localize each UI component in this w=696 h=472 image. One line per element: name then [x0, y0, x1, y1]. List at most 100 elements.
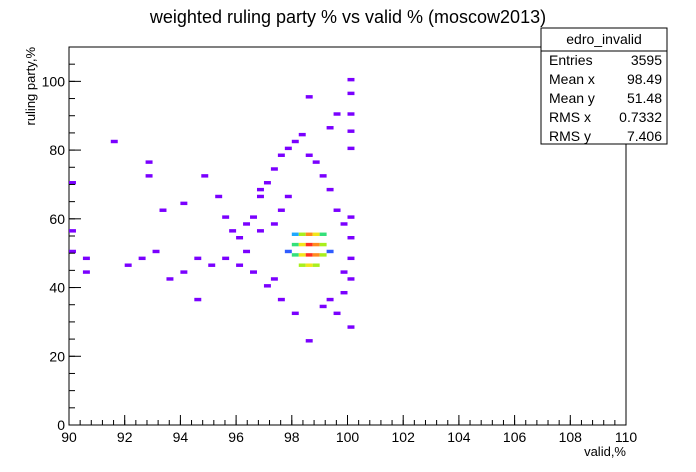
stats-row-value: 98.49 — [627, 71, 662, 87]
y-tick-label: 100 — [42, 73, 66, 89]
heatmap-cell — [347, 215, 355, 219]
heatmap-cell — [180, 270, 188, 274]
stats-box-frame — [540, 27, 668, 145]
stats-row-label: Mean y — [549, 90, 595, 106]
heatmap-cell — [291, 232, 299, 236]
x-tick-label: 98 — [284, 429, 300, 445]
heatmap-cell — [277, 153, 285, 157]
heatmap-cell — [236, 236, 244, 240]
heatmap-cell — [208, 263, 216, 267]
heatmap-cell — [347, 236, 355, 240]
heatmap-cell — [326, 297, 334, 302]
heatmap-cell — [263, 284, 271, 288]
plot-area: 90 92 94 96 98 100 102 104 106 108 110 0 20 40 60 80 100 — [42, 46, 637, 445]
heatmap-cell — [270, 222, 278, 226]
heatmap-cell — [256, 187, 264, 192]
heatmap-cell — [291, 253, 299, 257]
heatmap-cell — [222, 215, 230, 219]
heatmap-cell — [333, 208, 341, 212]
heatmap-cell — [145, 160, 153, 164]
heatmap-cell — [270, 277, 278, 281]
heatmap-cell — [291, 242, 299, 247]
heatmap-cell — [298, 242, 306, 247]
stats-row-value: 7.406 — [627, 128, 662, 144]
heatmap-cell — [312, 160, 320, 164]
heatmap-cell — [340, 270, 348, 274]
heatmap-cell — [110, 139, 118, 144]
heatmap-cell — [305, 339, 313, 343]
heatmap-cell — [312, 232, 320, 236]
heatmap-cell — [319, 232, 327, 236]
heatmap-cell — [298, 232, 306, 236]
y-tick-label: 80 — [49, 142, 65, 158]
y-tick-label: 20 — [49, 348, 65, 364]
heatmap-cell — [250, 215, 257, 219]
x-tick-label: 92 — [117, 429, 133, 445]
heatmap-cell — [243, 222, 251, 226]
stats-row-value: 0.7332 — [619, 109, 662, 125]
heatmap-cell — [333, 311, 341, 316]
heatmap-cell — [312, 253, 320, 257]
heatmap-cell — [138, 256, 146, 261]
heatmap-cell — [326, 187, 334, 192]
y-tick-label: 60 — [49, 211, 65, 227]
heatmap-cell — [82, 270, 90, 274]
stats-row-value: 51.48 — [627, 90, 662, 106]
heatmap-cell — [298, 263, 306, 267]
x-tick-label: 106 — [503, 429, 527, 445]
axis-ticks: 90 92 94 96 98 100 102 104 106 108 110 0 20 40 60 80 100 — [42, 46, 637, 445]
heatmap-cell — [284, 194, 292, 199]
heatmap-cell — [82, 256, 90, 261]
heatmap-cell — [319, 242, 327, 247]
chart-title: weighted ruling party % vs valid % (mosc… — [149, 7, 546, 27]
heatmap-cell — [312, 242, 320, 247]
stats-row-label: Mean x — [549, 71, 595, 87]
heatmap-cell — [69, 181, 76, 185]
y-tick-label: 40 — [49, 280, 65, 296]
x-tick-label: 104 — [447, 429, 471, 445]
heatmap-cell — [166, 277, 174, 281]
heatmap-cell — [347, 129, 355, 133]
heatmap-cell — [347, 77, 355, 82]
x-tick-label: 102 — [392, 429, 416, 445]
heatmap-cell — [326, 249, 334, 254]
heatmap-cell — [180, 201, 188, 206]
heatmap-cell — [284, 249, 292, 254]
heatmap-cell — [298, 132, 306, 137]
stats-row-label: RMS x — [549, 109, 591, 125]
heatmap-cell — [263, 181, 271, 185]
heatmap-cell — [215, 194, 223, 199]
heatmap-cell — [69, 229, 76, 233]
heatmap-cell — [319, 174, 327, 178]
heatmap-cell — [347, 325, 355, 329]
heatmap-cell — [305, 232, 313, 236]
heatmap-cells — [69, 77, 355, 343]
heatmap-cell — [277, 208, 285, 212]
x-tick-label: 94 — [173, 429, 189, 445]
heatmap-cell — [319, 304, 327, 309]
heatmap-cell — [298, 253, 306, 257]
y-axis-label: ruling party,% — [23, 47, 38, 126]
heatmap-cell — [340, 222, 348, 226]
stats-rows: Entries 3595 Mean x 98.49 Mean y 51.48 RMS x 0.… — [549, 52, 662, 144]
stats-row-value: 3595 — [631, 52, 662, 68]
stats-row-label: RMS y — [549, 128, 591, 144]
x-tick-label: 100 — [336, 429, 360, 445]
x-tick-label: 96 — [228, 429, 244, 445]
x-axis-label: valid,% — [584, 444, 626, 459]
heatmap-cell — [69, 249, 76, 254]
heatmap-cell — [305, 95, 313, 99]
heatmap-cell — [277, 297, 285, 302]
heatmap-cell — [284, 146, 292, 151]
stats-box-title: edro_invalid — [566, 31, 642, 47]
heatmap-cell — [291, 311, 299, 316]
heatmap-cell — [236, 263, 244, 267]
heatmap-cell — [347, 256, 355, 261]
heatmap-cell — [229, 229, 237, 233]
heatmap-cell — [145, 174, 153, 178]
heatmap-cell — [305, 242, 313, 247]
heatmap-cell — [347, 277, 355, 281]
heatmap-cell — [333, 112, 341, 116]
heatmap-cell — [194, 256, 202, 261]
